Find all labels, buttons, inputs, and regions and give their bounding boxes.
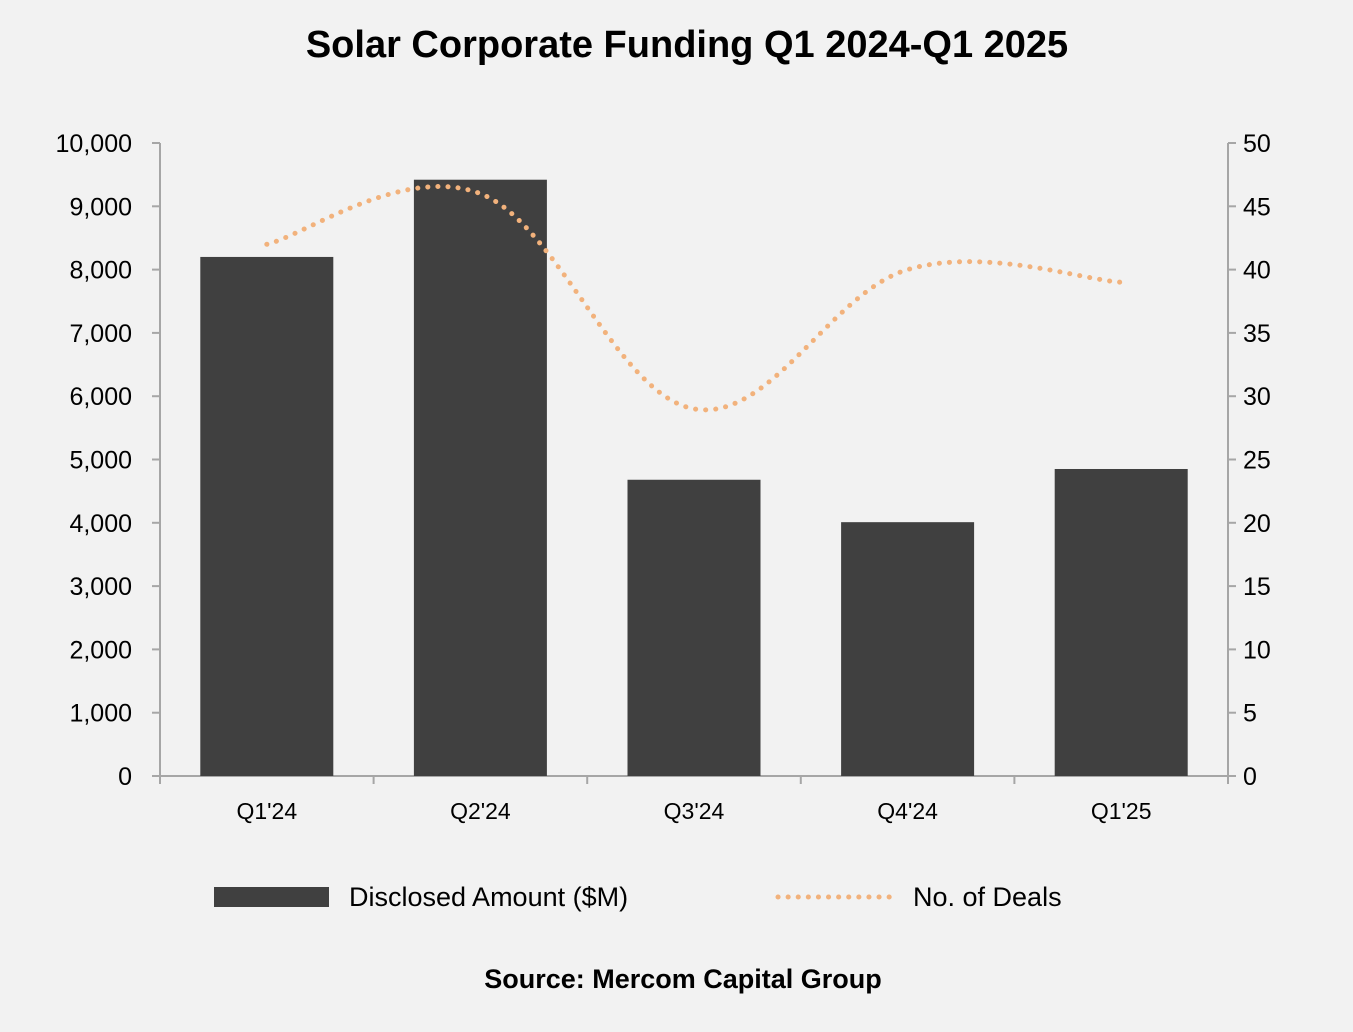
legend-bar-label: Disclosed Amount ($M) [349, 882, 628, 912]
left-axis-tick-label: 9,000 [69, 193, 132, 221]
right-axis-tick-label: 10 [1243, 636, 1271, 664]
legend-bar-swatch [214, 887, 329, 907]
legend-line-label: No. of Deals [913, 882, 1062, 912]
left-axis-tick-label: 8,000 [69, 257, 132, 285]
right-axis-tick-label: 15 [1243, 573, 1271, 601]
bar-Q1'25 [1054, 468, 1188, 776]
right-axis-tick-label: 0 [1243, 763, 1257, 791]
bar-Q2'24 [413, 179, 547, 777]
right-axis-tick-label: 30 [1243, 383, 1271, 411]
x-axis-category-label: Q4'24 [877, 798, 938, 824]
line-series [264, 184, 1124, 413]
left-axis-tick-label: 3,000 [69, 573, 132, 601]
deals-line [264, 184, 1124, 413]
bar-series [200, 179, 1188, 777]
left-axis-tick-label: 4,000 [69, 510, 132, 538]
right-y-axis: 0 5 10 15 20 25 30 35 40 45 50 [1227, 130, 1271, 791]
x-axis-category-label: Q3'24 [664, 798, 725, 824]
right-axis-tick-label: 50 [1243, 130, 1271, 158]
right-axis-tick-label: 25 [1243, 447, 1271, 475]
right-axis-tick-label: 40 [1243, 257, 1271, 285]
right-axis-tick-label: 20 [1243, 510, 1271, 538]
right-axis-tick-label: 35 [1243, 320, 1271, 348]
right-axis-tick-label: 45 [1243, 193, 1271, 221]
left-y-axis: 0 1,000 2,000 3,000 4,000 5,000 6,000 7,000 8,00… [56, 130, 161, 791]
legend: Disclosed Amount ($M) No. of Deals [214, 882, 1062, 912]
x-axis-category-label: Q1'25 [1091, 798, 1152, 824]
left-axis-tick-label: 1,000 [69, 700, 132, 728]
source-note: Source: Mercom Capital Group [484, 964, 882, 994]
x-axis: Q1'24 Q2'24 Q3'24 Q4'24 Q1'25 [152, 775, 1236, 824]
left-axis-tick-label: 7,000 [69, 320, 132, 348]
left-axis-tick-label: 10,000 [56, 130, 132, 158]
bar-Q3'24 [627, 479, 761, 776]
bar-Q1'24 [200, 256, 334, 776]
left-axis-tick-label: 6,000 [69, 383, 132, 411]
left-axis-tick-label: 2,000 [69, 636, 132, 664]
left-axis-tick-label: 0 [118, 763, 132, 791]
chart-title: Solar Corporate Funding Q1 2024-Q1 2025 [306, 24, 1068, 66]
x-axis-category-label: Q2'24 [450, 798, 511, 824]
right-axis-tick-label: 5 [1243, 700, 1257, 728]
bar-Q4'24 [841, 522, 975, 776]
left-axis-tick-label: 5,000 [69, 447, 132, 475]
x-axis-category-label: Q1'24 [236, 798, 297, 824]
